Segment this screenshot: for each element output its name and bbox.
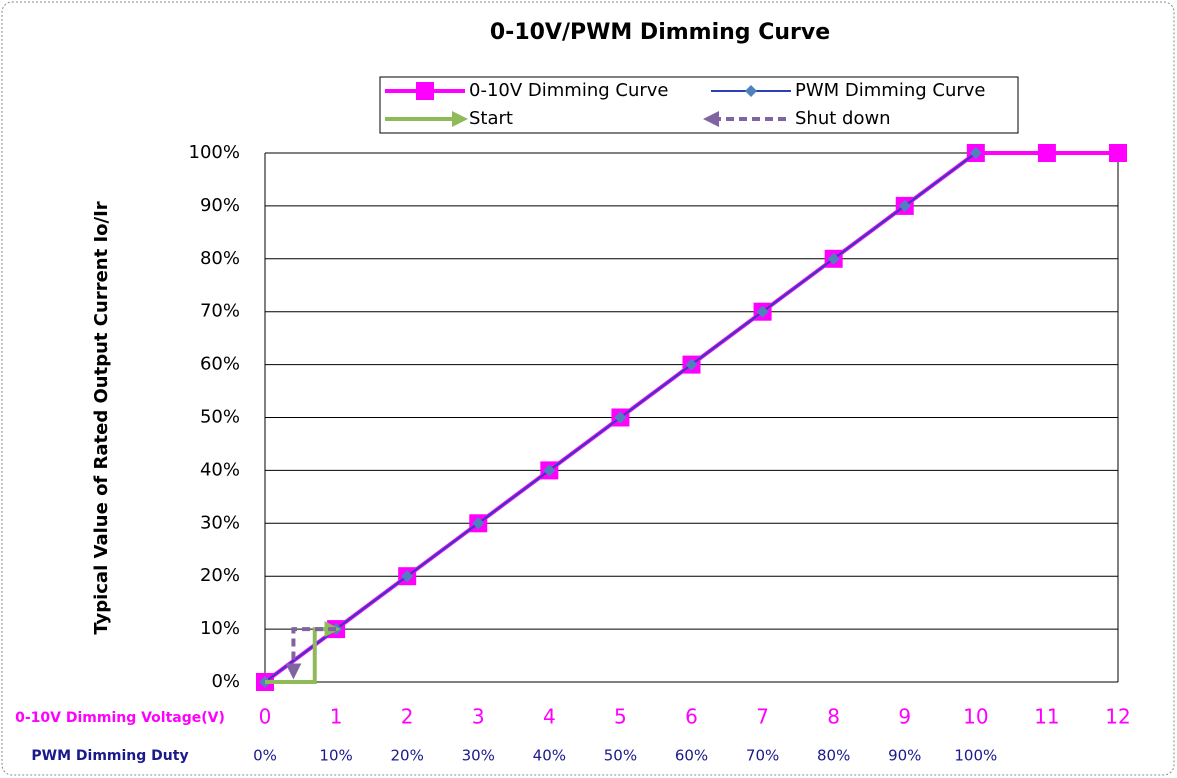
y-tick-label: 0% [211, 671, 240, 692]
x-tick-label: 2 [401, 705, 414, 729]
legend-label: 0-10V Dimming Curve [469, 80, 668, 101]
x2-axis-label: PWM Dimming Duty [31, 748, 188, 764]
x-tick-label: 10 [963, 705, 988, 729]
x-tick-label: 7 [756, 705, 769, 729]
x2-tick-label: 50% [604, 747, 637, 765]
x-tick-label: 8 [827, 705, 840, 729]
marker-diamond [614, 411, 627, 424]
series-line [285, 627, 337, 680]
series-line [265, 621, 341, 684]
legend-label: Start [469, 108, 513, 129]
x2-tick-label: 0% [253, 747, 277, 765]
y-tick-label: 10% [200, 618, 240, 639]
x2-tick-label: 90% [888, 747, 921, 765]
legend-box [379, 76, 1019, 134]
legend-marker [745, 85, 757, 97]
y-tick-label: 70% [200, 301, 240, 322]
marker-diamond [472, 517, 485, 530]
y-tick-label: 40% [200, 459, 240, 480]
x-tick-label: 6 [685, 705, 698, 729]
y-tick-label: 90% [200, 195, 240, 216]
legend-marker [416, 82, 434, 100]
x-tick-label: 3 [472, 705, 485, 729]
y-tick-label: 50% [200, 407, 240, 428]
y-tick-label: 30% [200, 512, 240, 533]
marker-diamond [827, 252, 840, 265]
y-tick-label: 60% [200, 354, 240, 375]
x2-tick-label: 40% [533, 747, 566, 765]
x-tick-label: 12 [1105, 705, 1130, 729]
x2-tick-label: 20% [390, 747, 423, 765]
marker-square [1109, 144, 1127, 162]
x2-tick-label: 70% [746, 747, 779, 765]
x-tick-label: 11 [1034, 705, 1059, 729]
x2-tick-label: 100% [954, 747, 997, 765]
x-tick-label: 0 [259, 705, 272, 729]
marker-diamond [685, 358, 698, 371]
x-tick-label: 5 [614, 705, 627, 729]
x2-tick-label: 80% [817, 747, 850, 765]
marker-diamond [756, 305, 769, 318]
marker-diamond [898, 199, 911, 212]
legend-label: PWM Dimming Curve [795, 80, 986, 101]
y-axis-label: Typical Value of Rated Output Current Io… [91, 201, 112, 634]
x2-tick-label: 60% [675, 747, 708, 765]
y-tick-label: 80% [200, 248, 240, 269]
marker-diamond [969, 147, 982, 159]
x2-tick-label: 30% [462, 747, 495, 765]
marker-diamond [401, 570, 414, 583]
legend-label: Shut down [795, 108, 891, 129]
x-axis-label: 0-10V Dimming Voltage(V) [15, 710, 225, 726]
x-tick-label: 4 [543, 705, 556, 729]
x-tick-label: 9 [898, 705, 911, 729]
y-tick-label: 20% [200, 565, 240, 586]
x-tick-label: 1 [330, 705, 343, 729]
x2-tick-label: 10% [319, 747, 352, 765]
marker-diamond [543, 464, 556, 477]
chart-title: 0-10V/PWM Dimming Curve [490, 20, 830, 45]
marker-square [1037, 144, 1056, 162]
y-tick-label: 100% [189, 142, 240, 163]
